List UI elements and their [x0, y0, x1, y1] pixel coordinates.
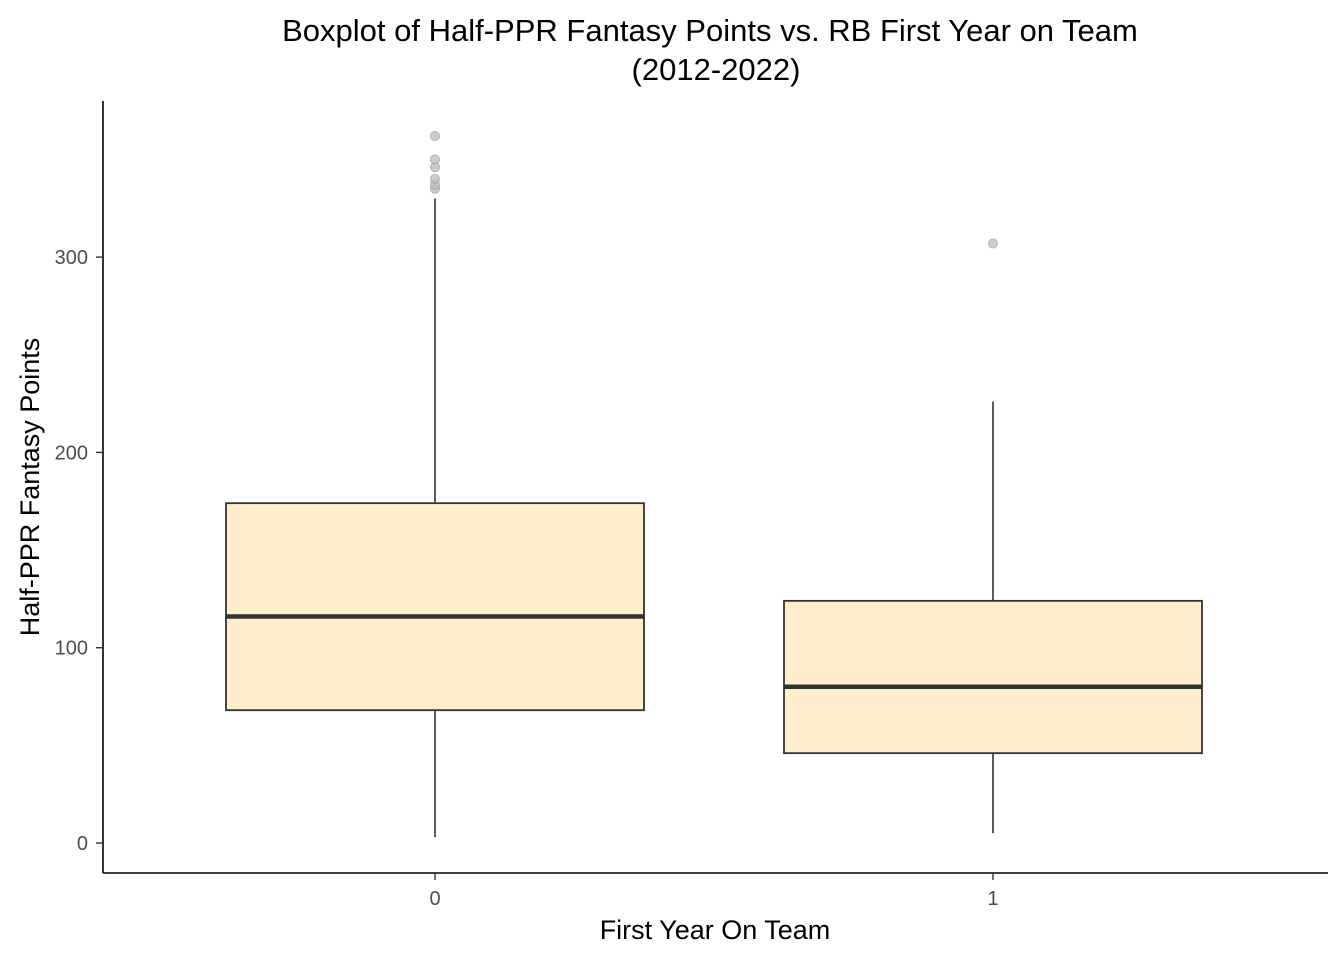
- y-tick-label: 300: [55, 247, 88, 269]
- y-tick-label: 200: [55, 442, 88, 464]
- plot-area: [225, 130, 1203, 838]
- x-tick-label: 0: [429, 888, 440, 910]
- outlier-point: [429, 154, 441, 165]
- y-axis-title: Half-PPR Fantasy Points: [15, 338, 45, 637]
- x-axis-title: First Year On Team: [600, 915, 831, 945]
- box-group-0: [225, 130, 645, 838]
- outlier-point: [987, 238, 999, 249]
- y-tick-label: 0: [77, 833, 88, 855]
- box-iqr: [225, 502, 645, 712]
- outlier-point: [429, 173, 441, 185]
- axis-ticks: 0 100 200 300 0 1: [55, 247, 999, 910]
- chart-title: Boxplot of Half-PPR Fantasy Points vs. R…: [282, 13, 1138, 48]
- y-tick-label: 100: [55, 638, 88, 660]
- chart-subtitle: (2012-2022): [632, 52, 801, 87]
- outlier-point: [429, 130, 441, 142]
- x-tick-label: 1: [987, 888, 998, 910]
- box-iqr: [783, 599, 1203, 755]
- box-group-1: [783, 238, 1203, 834]
